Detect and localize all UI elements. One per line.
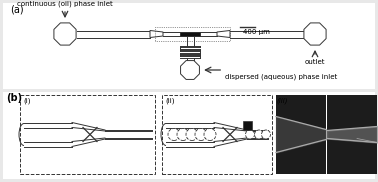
Circle shape: [204, 128, 216, 141]
Bar: [180, 32, 200, 36]
Bar: [276, 95, 326, 174]
Text: (i): (i): [23, 97, 31, 104]
Polygon shape: [217, 31, 230, 37]
Bar: [155, 27, 230, 41]
Polygon shape: [54, 23, 76, 45]
Circle shape: [186, 128, 198, 141]
Bar: [162, 95, 272, 174]
Circle shape: [177, 128, 189, 141]
Polygon shape: [304, 23, 326, 45]
Circle shape: [168, 128, 180, 141]
Bar: [243, 121, 252, 130]
Circle shape: [262, 130, 271, 139]
Polygon shape: [150, 31, 163, 37]
Polygon shape: [181, 61, 200, 79]
Text: (ii): (ii): [165, 97, 175, 104]
Text: outlet: outlet: [305, 59, 325, 65]
Bar: [20, 95, 155, 174]
Bar: [3, 92, 375, 179]
Circle shape: [254, 130, 263, 139]
Bar: [3, 3, 375, 89]
Circle shape: [245, 130, 254, 139]
Text: (a): (a): [10, 4, 23, 14]
Text: dispersed (aqueous) phase inlet: dispersed (aqueous) phase inlet: [225, 73, 338, 80]
Bar: [327, 95, 377, 174]
Text: (iii): (iii): [276, 97, 288, 104]
Text: continuous (oil) phase inlet: continuous (oil) phase inlet: [17, 1, 113, 7]
Circle shape: [195, 128, 207, 141]
Text: 400 μm: 400 μm: [243, 29, 270, 35]
Text: (b): (b): [6, 93, 22, 103]
